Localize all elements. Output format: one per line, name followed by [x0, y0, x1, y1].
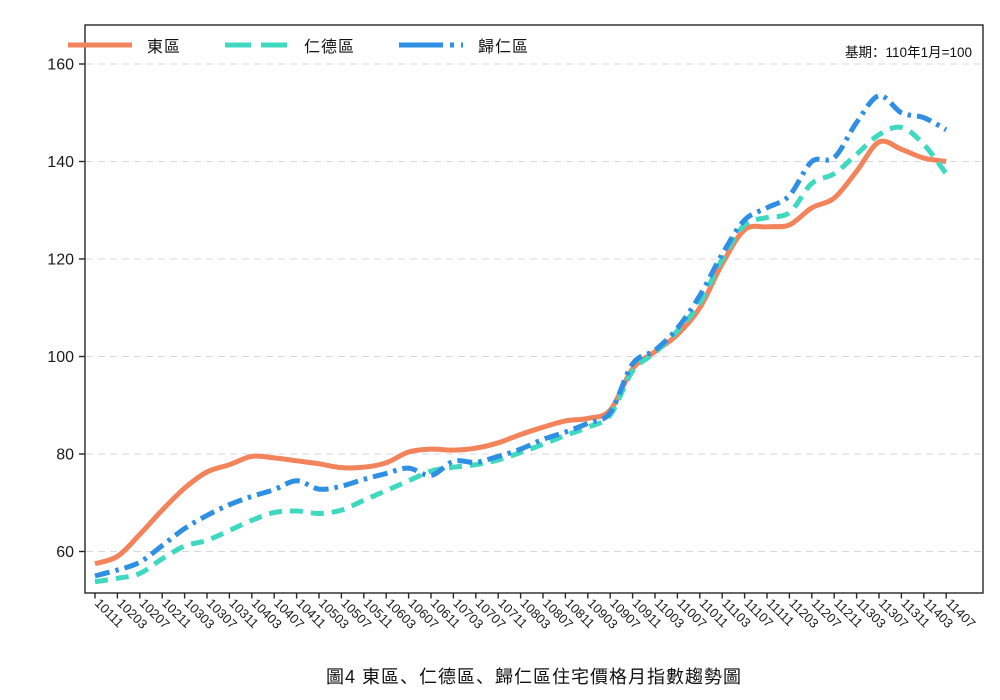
chart-title: 圖4 東區、仁德區、歸仁區住宅價格月指數趨勢圖	[325, 667, 742, 687]
base-period-note: 基期：110年1月=100	[845, 45, 972, 60]
plot-frame	[84, 24, 984, 594]
legend-label: 仁德區	[304, 39, 356, 56]
legend-line-icon	[225, 42, 290, 48]
y-axis-labels: 60 80 100 120 140 160	[47, 57, 74, 562]
legend-label: 東區	[147, 39, 182, 56]
y-tick-label: 160	[47, 57, 74, 74]
legend-label: 歸仁區	[478, 39, 530, 56]
legend-line-icon	[68, 42, 132, 48]
series-lines	[94, 93, 949, 585]
legend-line-icon	[399, 42, 464, 48]
legend-item-rende: 仁德區	[223, 33, 355, 57]
axis-ticks	[79, 63, 947, 599]
y-tick-label: 140	[47, 154, 74, 171]
series-line-東區	[94, 138, 947, 567]
y-tick-label: 100	[47, 349, 74, 366]
y-tick-label: 60	[56, 544, 74, 561]
y-tick-label: 120	[47, 252, 74, 269]
x-axis-labels: 1011110203102071021110303103071031110403…	[92, 596, 979, 632]
legend-item-east: 東區	[66, 33, 181, 57]
legend: 東區 仁德區 歸仁區	[66, 33, 529, 57]
series-line-歸仁區	[94, 93, 948, 579]
gridlines	[86, 63, 982, 552]
series-line-仁德區	[94, 124, 949, 585]
legend-item-guiren: 歸仁區	[397, 33, 529, 57]
y-tick-label: 80	[56, 447, 74, 464]
